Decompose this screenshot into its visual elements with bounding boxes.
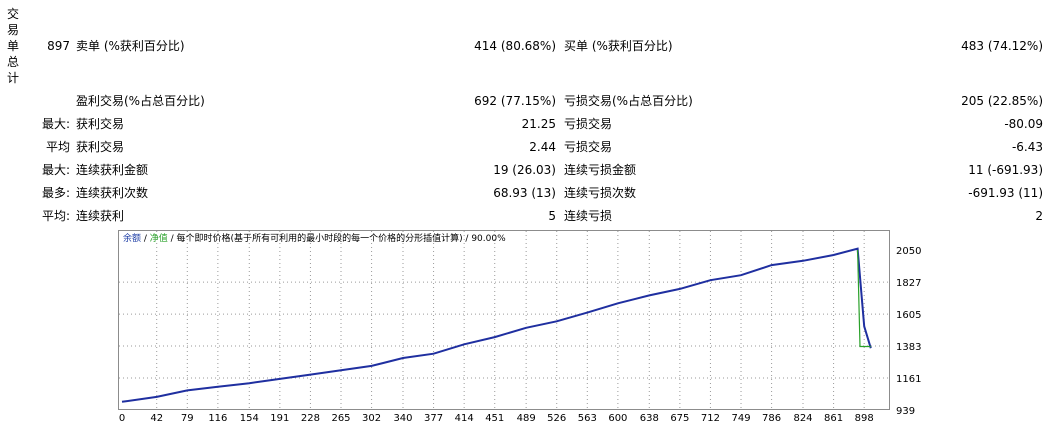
right-value: -80.09 <box>1004 117 1043 131</box>
left-value: 21.25 <box>521 117 556 131</box>
x-tick-label: 191 <box>270 413 289 424</box>
x-tick-label: 265 <box>331 413 350 424</box>
x-tick-label: 42 <box>150 413 163 424</box>
equity-series-line <box>857 249 871 348</box>
x-tick-label: 526 <box>547 413 566 424</box>
x-tick-label: 0 <box>119 413 125 424</box>
left-label: 获利交易 <box>76 140 125 154</box>
right-value: 2 <box>1035 209 1043 223</box>
x-tick-label: 377 <box>424 413 443 424</box>
left-value: 19 (26.03) <box>493 163 556 177</box>
x-tick-label: 712 <box>701 413 720 424</box>
right-label: 连续亏损金额 <box>564 163 637 177</box>
x-tick-label: 861 <box>824 413 843 424</box>
right-label: 连续亏损次数 <box>564 186 637 200</box>
section-title-char: 易 <box>6 23 19 37</box>
y-tick-label: 1827 <box>896 278 921 289</box>
right-value: -6.43 <box>1011 140 1043 154</box>
sell-value: 414 (80.68%) <box>474 39 556 53</box>
left-label: 连续获利金额 <box>76 163 149 177</box>
row-prefix: 平均 <box>45 140 70 154</box>
x-tick-label: 451 <box>485 413 504 424</box>
x-tick-label: 414 <box>455 413 474 424</box>
right-label: 亏损交易(%占总百分比) <box>564 94 693 108</box>
chart-legend: 余额 / 净值 / 每个即时价格(基于所有可利用的最小时段的每一个价格的分形插值… <box>123 233 506 245</box>
x-tick-label: 675 <box>670 413 689 424</box>
right-label: 连续亏损 <box>564 209 613 223</box>
left-value: 2.44 <box>529 140 556 154</box>
legend-description: / 每个即时价格(基于所有可利用的最小时段的每一个价格的分形插值计算) / 90… <box>167 234 506 244</box>
y-tick-label: 1383 <box>896 342 921 353</box>
left-label: 获利交易 <box>76 117 125 131</box>
right-label: 亏损交易 <box>564 140 613 154</box>
left-value: 68.93 (13) <box>493 186 556 200</box>
section-title-vertical: 交 易 单 总 计 <box>6 6 20 86</box>
x-tick-label: 749 <box>731 413 750 424</box>
row-prefix: 最大: <box>41 163 70 177</box>
x-tick-label: 600 <box>608 413 627 424</box>
x-tick-label: 116 <box>208 413 227 424</box>
left-value: 5 <box>548 209 556 223</box>
row-prefix: 最多: <box>41 186 70 200</box>
right-value: -691.93 (11) <box>968 186 1043 200</box>
y-tick-label: 1161 <box>896 374 921 385</box>
section-title-char: 计 <box>6 71 19 85</box>
x-tick-label: 489 <box>517 413 536 424</box>
left-value: 692 (77.15%) <box>474 94 556 108</box>
x-tick-label: 898 <box>855 413 874 424</box>
x-tick-label: 824 <box>793 413 812 424</box>
right-value: 11 (-691.93) <box>968 163 1043 177</box>
balance-chart-frame <box>118 230 890 410</box>
x-tick-label: 563 <box>578 413 597 424</box>
right-value: 205 (22.85%) <box>961 94 1043 108</box>
x-tick-label: 228 <box>301 413 320 424</box>
x-tick-label: 786 <box>762 413 781 424</box>
legend-separator: / <box>141 234 150 244</box>
total-trades-count: 897 <box>47 39 70 53</box>
section-title-char: 总 <box>6 55 19 69</box>
x-tick-label: 154 <box>240 413 259 424</box>
section-title-char: 单 <box>6 39 19 53</box>
left-label: 连续获利次数 <box>76 186 149 200</box>
balance-series-line <box>121 247 872 403</box>
left-label: 盈利交易(%占总百分比) <box>76 94 205 108</box>
left-label: 连续获利 <box>76 209 125 223</box>
sell-label: 卖单 (%获利百分比) <box>76 39 185 53</box>
legend-balance: 余额 <box>123 234 142 244</box>
x-tick-label: 638 <box>640 413 659 424</box>
x-tick-label: 79 <box>181 413 194 424</box>
buy-label: 买单 (%获利百分比) <box>564 39 673 53</box>
y-tick-label: 939 <box>896 406 915 417</box>
buy-value: 483 (74.12%) <box>961 39 1043 53</box>
y-tick-label: 2050 <box>896 246 921 257</box>
legend-equity: 净值 <box>149 234 168 244</box>
section-title-char: 交 <box>6 7 19 21</box>
y-tick-label: 1605 <box>896 310 921 321</box>
right-label: 亏损交易 <box>564 117 613 131</box>
row-prefix: 最大: <box>41 117 70 131</box>
x-tick-label: 340 <box>393 413 412 424</box>
x-tick-label: 302 <box>362 413 381 424</box>
row-prefix: 平均: <box>41 209 70 223</box>
